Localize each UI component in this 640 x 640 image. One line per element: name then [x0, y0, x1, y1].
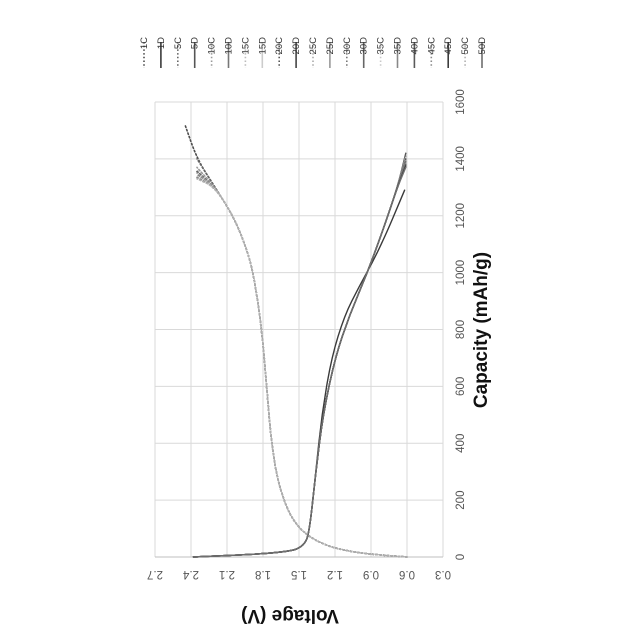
- x-tick-label: 200: [455, 491, 467, 510]
- y-tick-label: 2.4: [182, 568, 199, 580]
- x-axis-title: Capacity (mAh/g): [471, 252, 492, 408]
- x-tick-label: 1400: [455, 146, 467, 172]
- series-line-30D: [193, 162, 405, 557]
- series-line-20C: [197, 172, 407, 557]
- legend-label-35C: 35C: [376, 37, 387, 55]
- grid: [155, 102, 443, 557]
- y-tick-label: 0.6: [399, 568, 415, 580]
- legend-label-1D: 1D: [156, 37, 167, 49]
- y-tick-label: 2.7: [147, 568, 163, 580]
- legend-label-35D: 35D: [393, 37, 404, 55]
- legend-label-5D: 5D: [190, 37, 201, 49]
- series-line-35D: [193, 163, 405, 557]
- series-line-1C: [185, 125, 407, 557]
- legend-label-1C: 1C: [139, 37, 150, 49]
- series-line-20D: [193, 159, 405, 557]
- legend-label-50C: 50C: [460, 37, 471, 55]
- legend-label-40D: 40D: [409, 37, 420, 55]
- legend-label-45D: 45D: [443, 37, 454, 55]
- y-tick-label: 1.5: [291, 568, 307, 580]
- legend-label-30D: 30D: [359, 37, 370, 55]
- x-tick-label: 600: [455, 377, 467, 396]
- legend-label-20C: 20C: [274, 37, 285, 55]
- legend-label-5C: 5C: [173, 37, 184, 49]
- y-axis-title: Voltage (V): [241, 605, 339, 626]
- legend-label-50D: 50D: [477, 37, 488, 55]
- x-tick-label: 400: [455, 434, 467, 453]
- series-line-40D: [193, 165, 405, 557]
- x-tick-label: 0: [455, 554, 467, 560]
- legend-label-25C: 25C: [308, 37, 319, 55]
- legend-label-30C: 30C: [342, 37, 353, 55]
- legend-label-25D: 25D: [325, 37, 336, 55]
- y-axis-ticks: 0.3 0.6 0.9 1.2 1.5 1.8 2.1 2.4 2.7: [147, 568, 451, 580]
- legend-label-20D: 20D: [291, 37, 302, 55]
- legend-label-15D: 15D: [257, 37, 268, 55]
- x-tick-label: 800: [455, 320, 467, 339]
- plot-lines: [185, 125, 407, 557]
- x-tick-label: 1600: [455, 89, 467, 115]
- legend-label-15C: 15C: [240, 37, 251, 55]
- legend: 1C 1D 5C 5D 10C 10D 15C 15D 20C 20D 25C 25D 30C 30D 35…: [139, 37, 488, 68]
- y-tick-label: 1.8: [255, 568, 271, 580]
- x-tick-label: 1000: [455, 260, 467, 286]
- series-line-5D: [193, 153, 405, 557]
- series-line-10C: [197, 167, 407, 557]
- x-axis-ticks: 0 200 400 600 800 1000 1200 1400 1600: [455, 89, 467, 560]
- legend-label-10C: 10C: [207, 37, 218, 55]
- series-line-25D: [193, 160, 405, 557]
- series-line-25C: [197, 173, 407, 557]
- series-line-5C: [197, 159, 407, 557]
- y-tick-label: 0.9: [363, 568, 379, 580]
- series-line-15C: [197, 170, 407, 557]
- y-tick-label: 0.3: [435, 568, 451, 580]
- y-tick-label: 1.2: [327, 568, 343, 580]
- legend-label-45C: 45C: [426, 37, 437, 55]
- series-line-45D: [193, 166, 405, 557]
- legend-label-10D: 10D: [224, 37, 235, 55]
- series-line-50D: [193, 167, 405, 557]
- x-tick-label: 1200: [455, 203, 467, 229]
- series-line-15D: [193, 158, 405, 558]
- y-tick-label: 2.1: [219, 568, 235, 580]
